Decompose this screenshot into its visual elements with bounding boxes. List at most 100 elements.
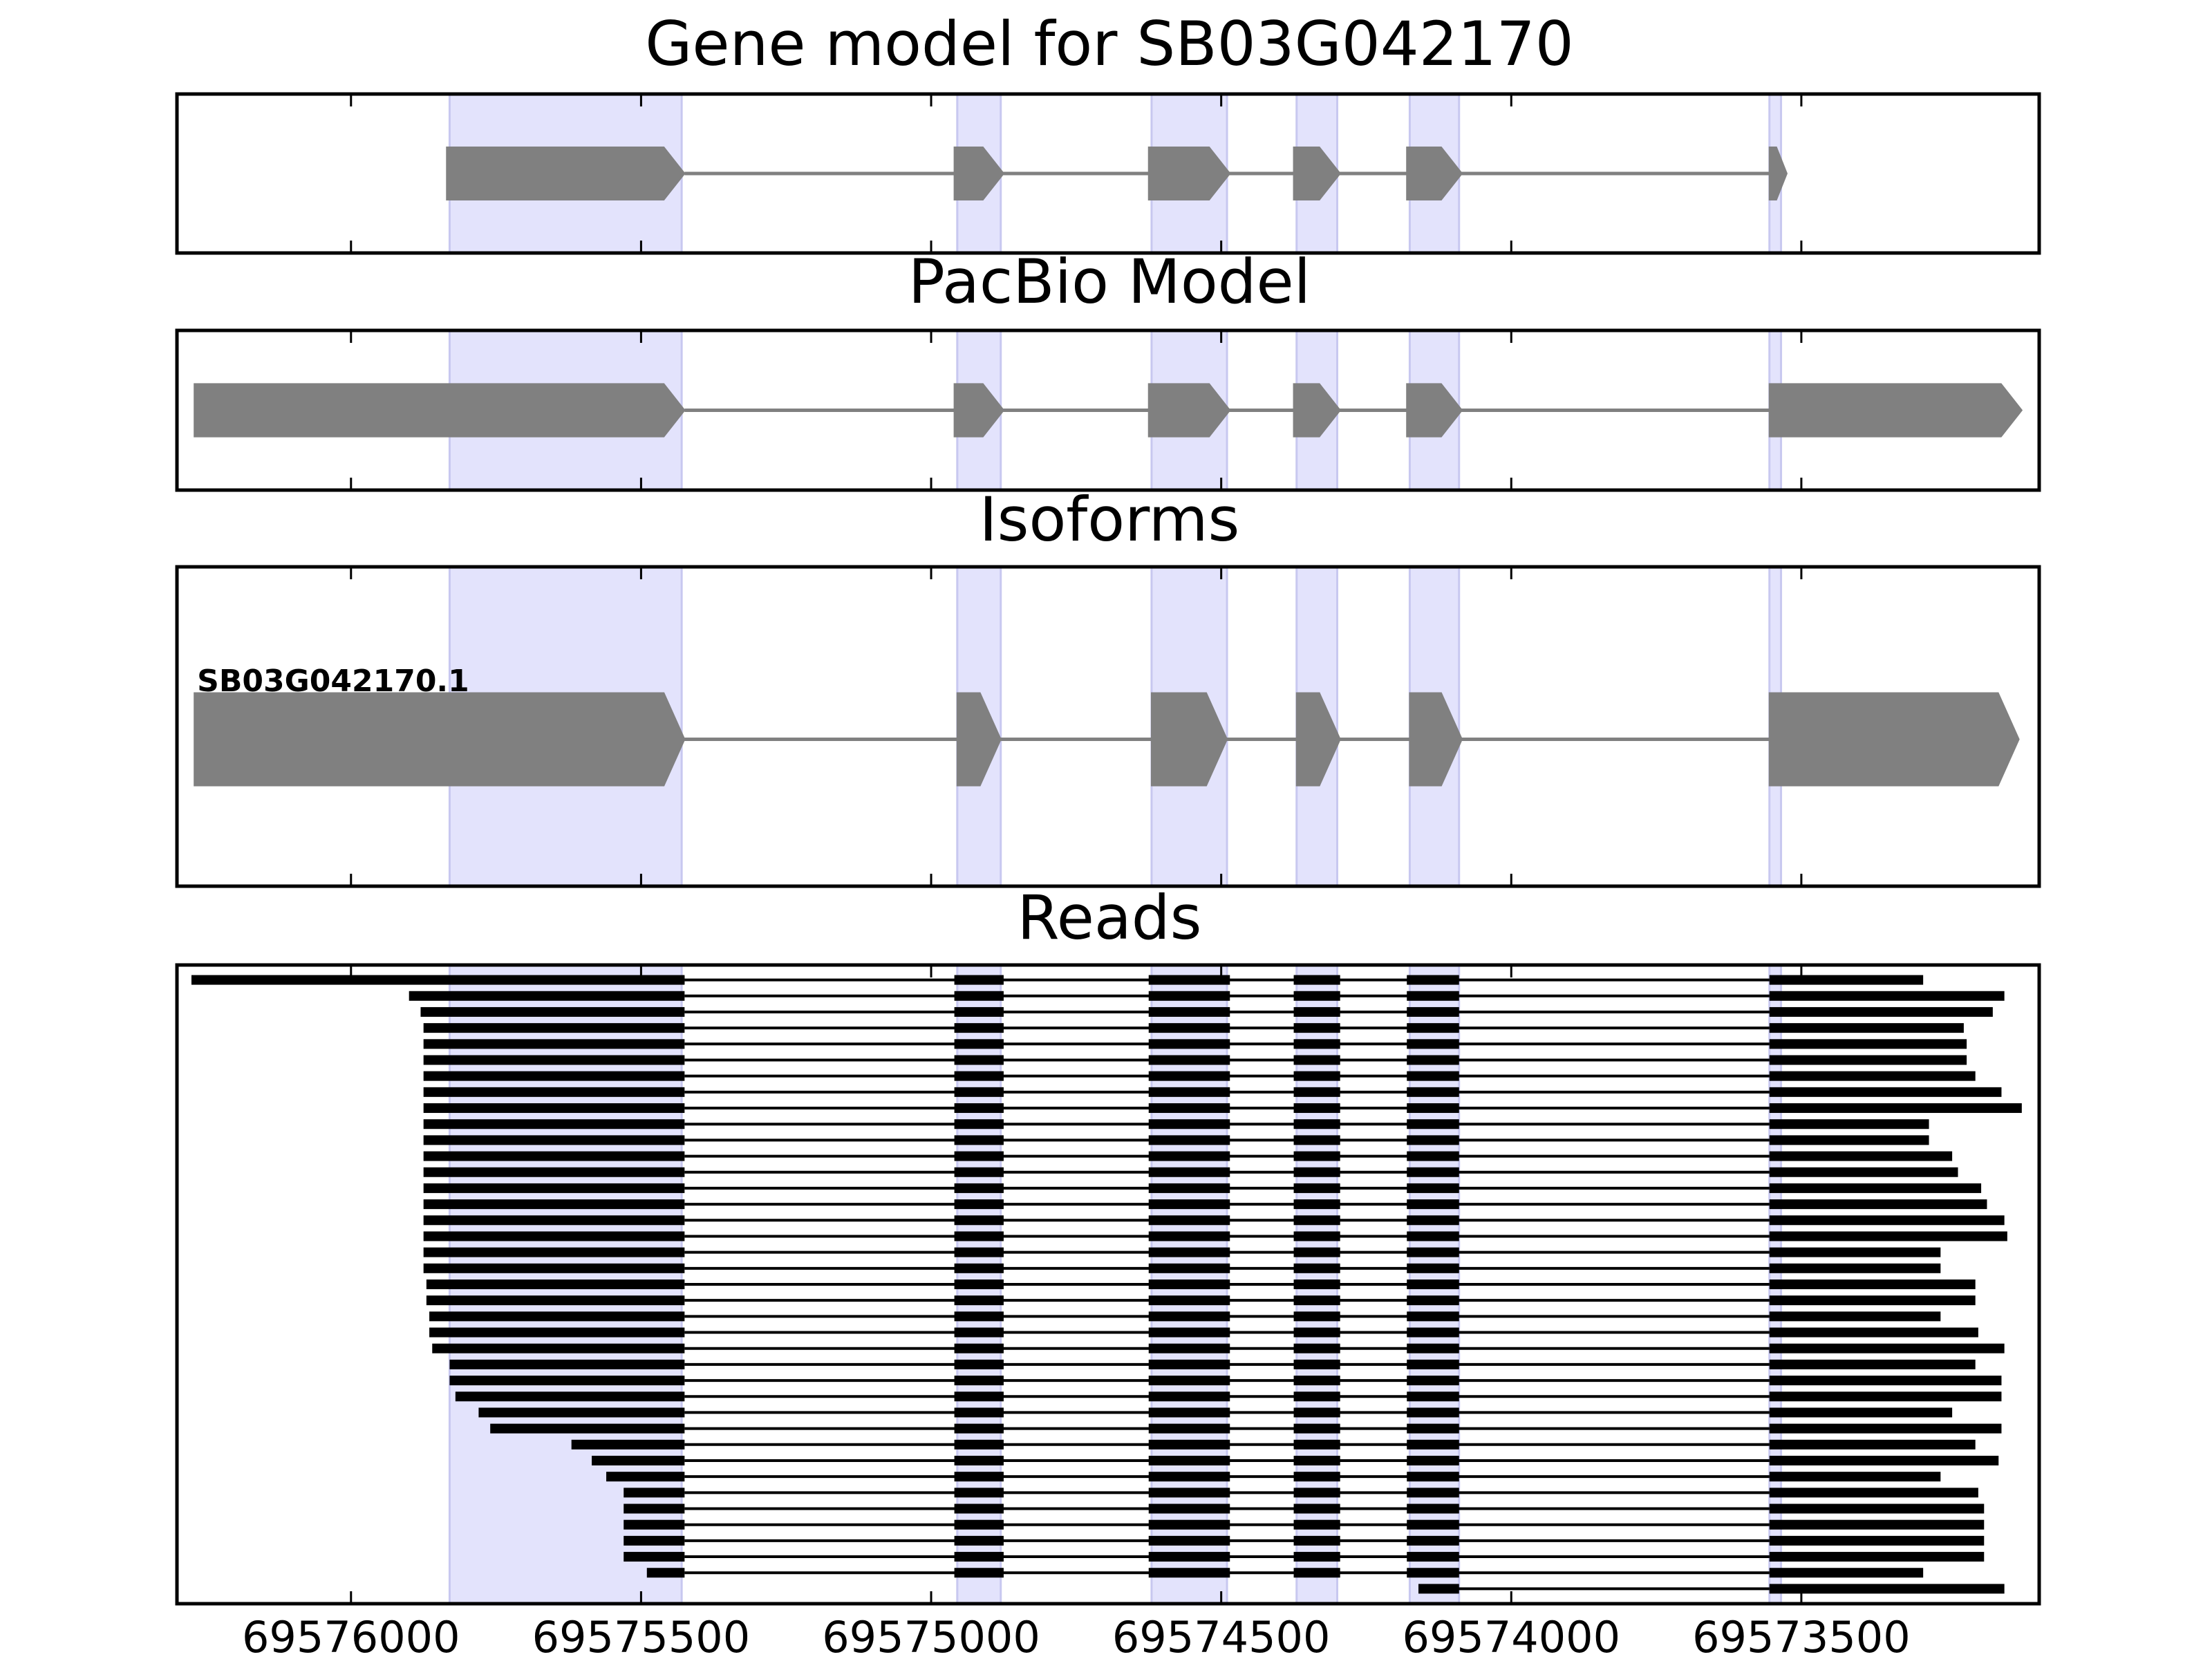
exon-arrow — [1147, 383, 1231, 438]
read-exon — [1407, 1343, 1459, 1353]
read-exon — [1407, 1280, 1459, 1289]
read-exon — [1148, 1119, 1230, 1130]
read-exon — [1769, 975, 1924, 985]
read-exon — [1769, 1087, 2002, 1097]
read-exon — [954, 1472, 1004, 1482]
read — [423, 1215, 2005, 1226]
read-exon — [1407, 1039, 1459, 1049]
read-exon — [1293, 1295, 1340, 1306]
read-exon — [1148, 1215, 1230, 1226]
read-exon — [1407, 1472, 1459, 1482]
read-exon — [954, 1503, 1004, 1514]
read-exon — [1769, 1503, 1985, 1514]
read-exon — [1293, 1119, 1340, 1130]
read-exon — [954, 975, 1004, 985]
read-exon — [1293, 1343, 1340, 1353]
read-exon — [1769, 1391, 2002, 1402]
read-exon — [954, 1359, 1004, 1369]
read — [478, 1407, 1953, 1418]
read-exon — [1769, 1295, 1976, 1306]
read-exon — [423, 1231, 685, 1241]
read-exon — [1148, 1071, 1230, 1081]
read — [423, 1135, 1929, 1145]
read-exon — [1293, 1167, 1340, 1177]
read-exon — [954, 1295, 1004, 1306]
read-exon — [1407, 1183, 1459, 1193]
read — [429, 1327, 1978, 1338]
read-exon — [1293, 1423, 1340, 1434]
read-exon — [1769, 1167, 1958, 1177]
exon-arrow — [194, 383, 686, 438]
read — [420, 1006, 1993, 1017]
exon-arrow — [1409, 692, 1463, 787]
read-exon — [423, 1119, 685, 1130]
read-exon — [954, 1231, 1004, 1241]
read-exon — [490, 1423, 685, 1434]
read-exon — [1148, 1151, 1230, 1161]
read-exon — [1148, 1391, 1230, 1402]
read-exon — [1293, 1247, 1340, 1257]
read-exon — [1769, 1359, 1976, 1369]
read-exon — [1407, 1247, 1459, 1257]
x-tick-label: 69574500 — [1112, 1612, 1331, 1659]
read-exon — [606, 1472, 685, 1482]
read — [429, 1311, 1941, 1322]
read-exon — [1293, 1455, 1340, 1465]
read-exon — [954, 1247, 1004, 1257]
read-exon — [1769, 1151, 1953, 1161]
panel-title-isoforms: Isoforms — [980, 484, 1240, 555]
x-axis-tick-labels: 69576000 69575500 69575000 69574500 69574000… — [242, 1612, 1911, 1659]
read-exon — [432, 1343, 685, 1353]
read — [646, 1568, 1924, 1578]
read-exon — [1407, 1231, 1459, 1241]
read-exon — [1293, 1280, 1340, 1289]
read-exon — [1769, 1343, 2005, 1353]
panel-reads — [175, 963, 2041, 1606]
read-exon — [1148, 1552, 1230, 1562]
exon-arrow — [1147, 147, 1231, 200]
read-exon — [1769, 1006, 1993, 1017]
read-exon — [409, 991, 685, 1001]
read-exon — [1407, 1103, 1459, 1114]
read-exon — [1769, 1215, 2005, 1226]
read-exon — [954, 1343, 1004, 1353]
read — [423, 1247, 1941, 1257]
read-exon — [1769, 1407, 1953, 1418]
read-exon — [1148, 1455, 1230, 1465]
read — [423, 1167, 1958, 1177]
read-exon — [1407, 1535, 1459, 1546]
x-tick-label: 69576000 — [242, 1612, 460, 1659]
read-exon — [429, 1311, 685, 1322]
read-exon — [1407, 1023, 1459, 1033]
read — [423, 1055, 1967, 1065]
exon-arrow — [1768, 383, 2023, 438]
panels: SB03G042170.1 — [175, 92, 2041, 1606]
read-exon — [478, 1407, 685, 1418]
read-exon — [423, 1199, 685, 1210]
read — [571, 1439, 1976, 1450]
read-exon — [624, 1535, 685, 1546]
panel-frame — [175, 92, 2041, 255]
read-exon — [1148, 1423, 1230, 1434]
read-exon — [1148, 1535, 1230, 1546]
read-exon — [592, 1455, 685, 1465]
read-exon — [1407, 1519, 1459, 1530]
panel-frame — [175, 963, 2041, 1606]
read-exon — [1293, 1488, 1340, 1498]
read-exon — [1769, 1423, 2002, 1434]
read-exon — [1148, 1488, 1230, 1498]
read-exon — [1293, 1103, 1340, 1114]
read-exon — [1769, 1472, 1941, 1482]
read-exon — [954, 1391, 1004, 1402]
read — [606, 1472, 1941, 1482]
read-exon — [954, 1488, 1004, 1498]
x-tick-label: 69573500 — [1692, 1612, 1911, 1659]
read-exon — [954, 1215, 1004, 1226]
read-exon — [1407, 1407, 1459, 1418]
read-exon — [1407, 975, 1459, 985]
read-exon — [1407, 1055, 1459, 1065]
read-exon — [1407, 1455, 1459, 1465]
exon-arrow — [953, 383, 1005, 438]
read-exon — [1407, 1006, 1459, 1017]
read-exon — [420, 1006, 685, 1017]
